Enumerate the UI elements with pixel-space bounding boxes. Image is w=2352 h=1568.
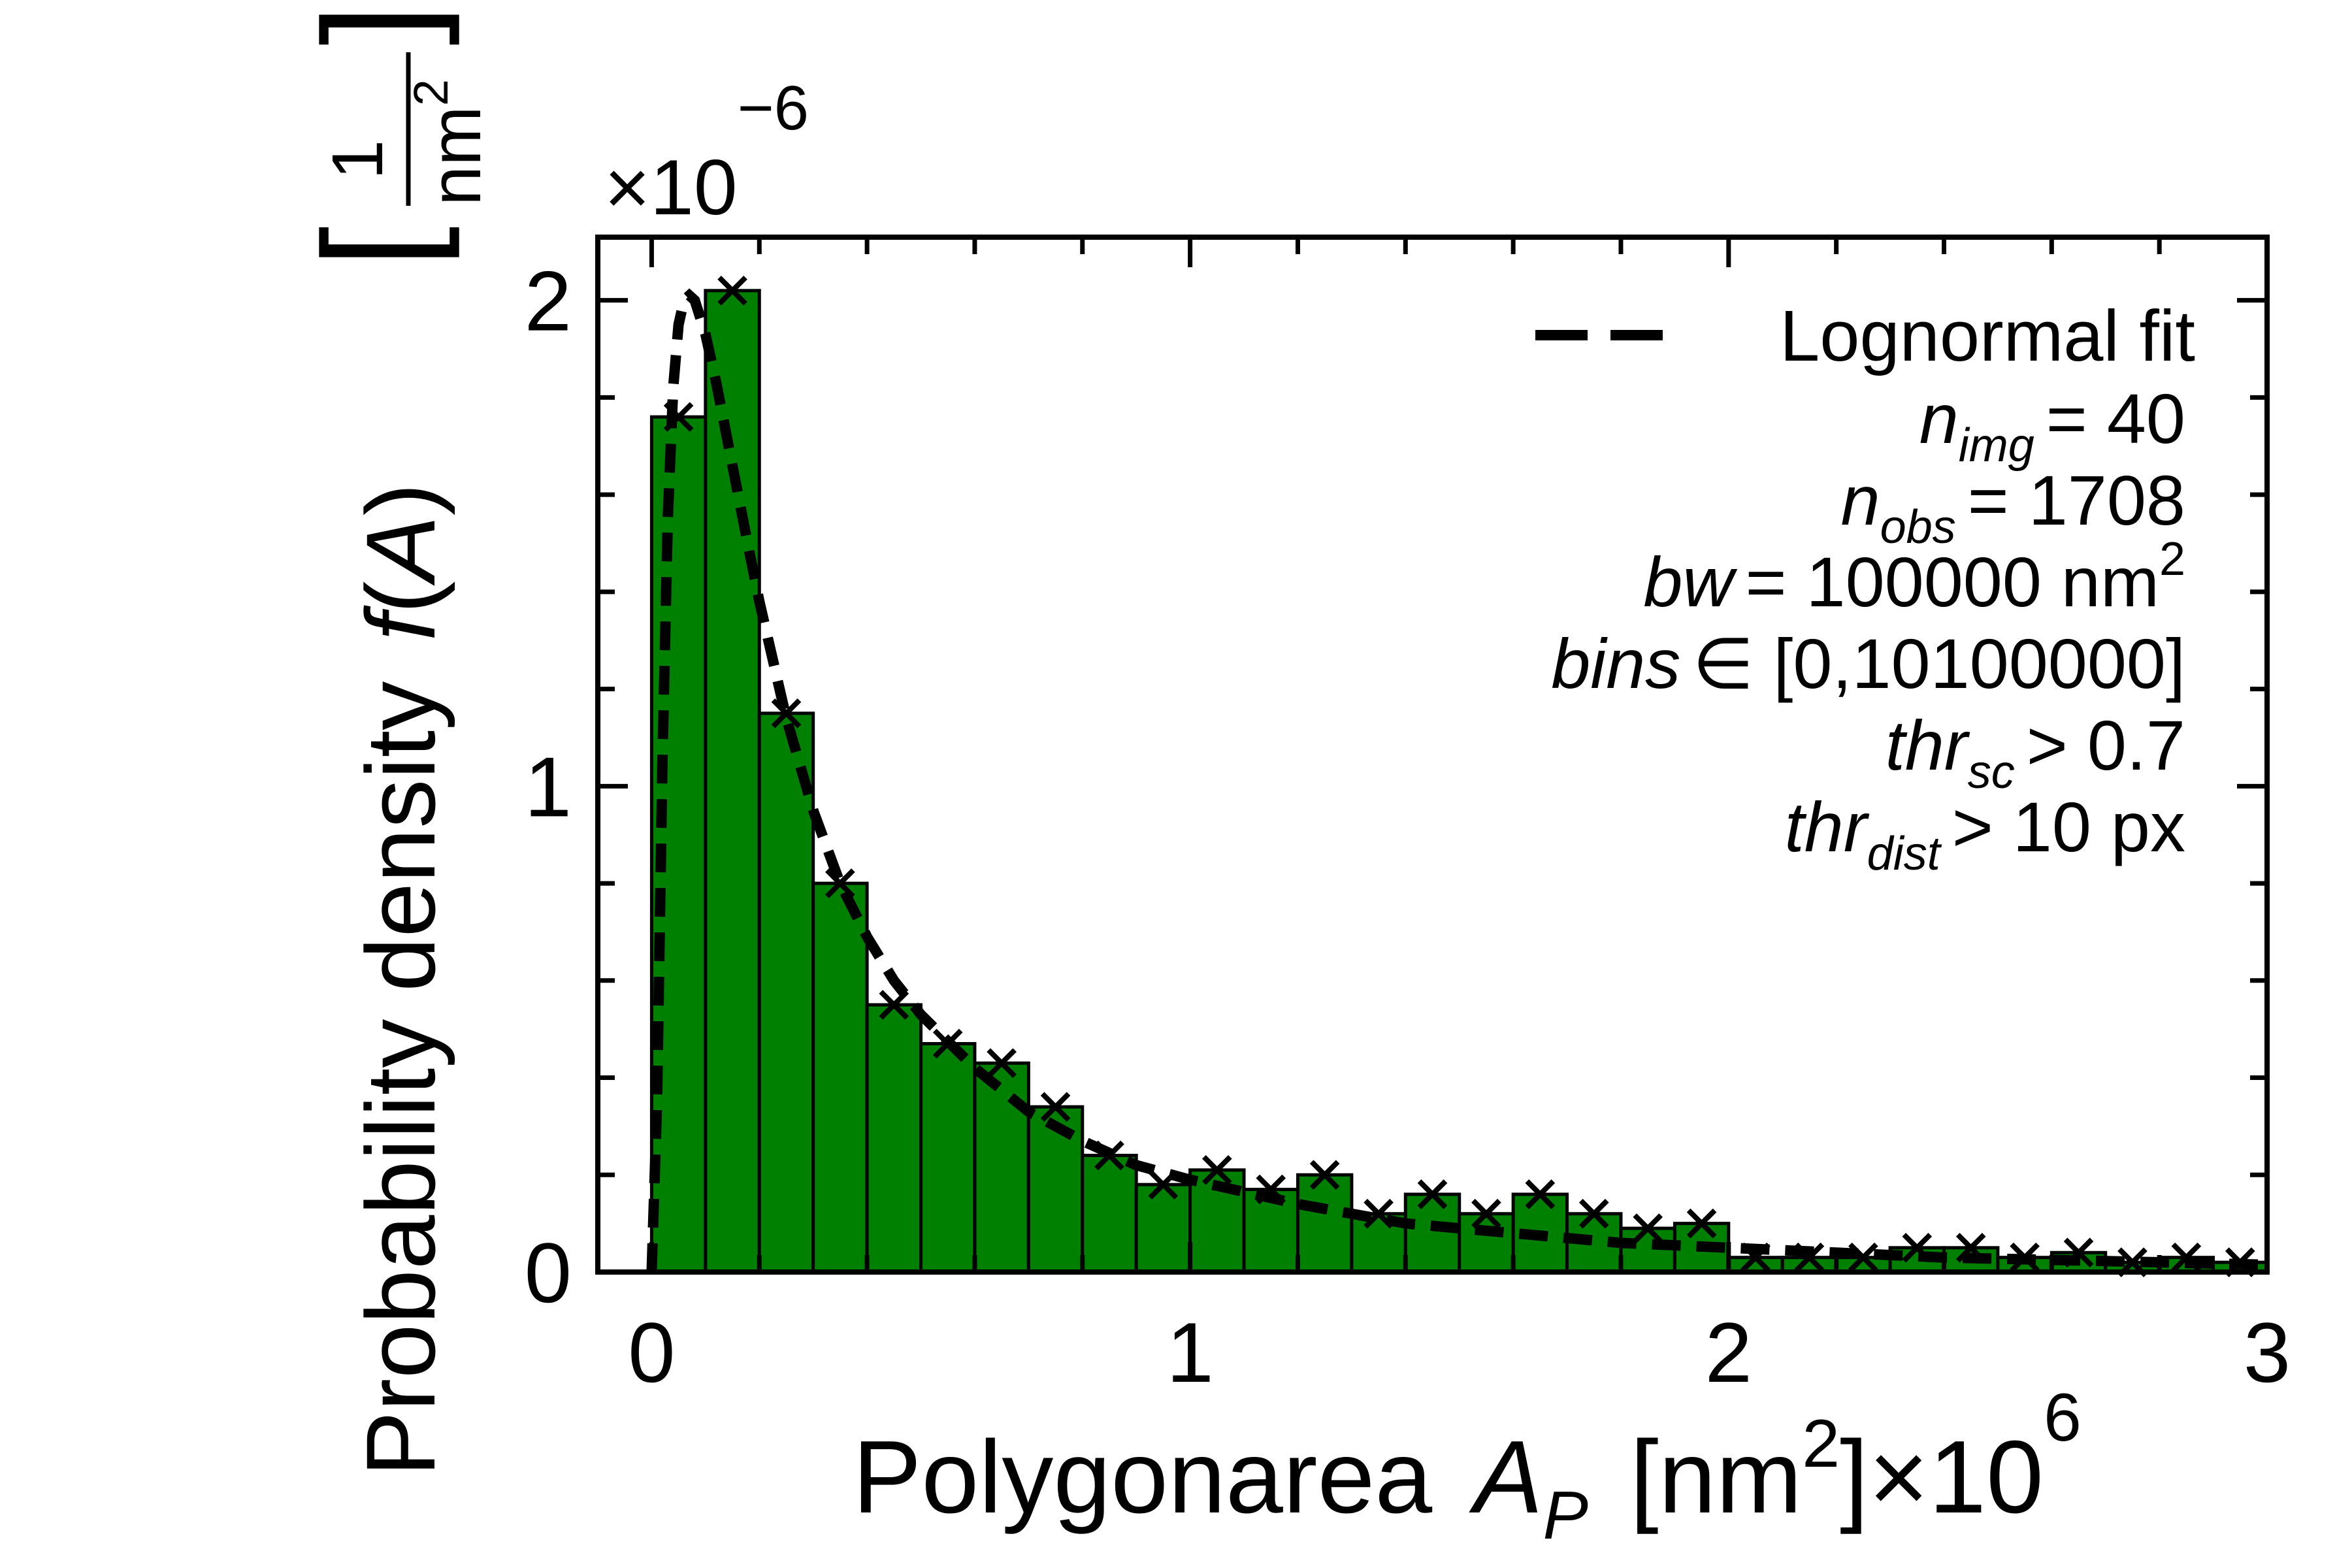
histogram-bar [1458, 1212, 1515, 1274]
bin-marker [1686, 1208, 1717, 1239]
y-tick-label: 0 [525, 1225, 572, 1320]
y-tick-label: 1 [525, 739, 572, 834]
bin-marker [771, 698, 802, 728]
y-offset-label: ×10−6 [604, 73, 809, 231]
y-tick-label: 2 [525, 253, 572, 349]
info-line: thrdist > 10 px [1785, 787, 2185, 880]
histogram-bar [1296, 1173, 1354, 1274]
histogram-bar [1134, 1183, 1192, 1274]
info-line: thrsc > 0.7 [1886, 706, 2185, 798]
lognormal-fit-line [646, 288, 2268, 1273]
bin-marker [1471, 1198, 1501, 1229]
plot-frame [595, 235, 2270, 1275]
bin-marker [1578, 1198, 1609, 1229]
histogram-bar [1081, 1154, 1138, 1274]
x-tick-label: 2 [1705, 1305, 1752, 1400]
info-line: nobs = 1708 [1840, 461, 2185, 553]
x-tick-label: 3 [2244, 1305, 2291, 1400]
bin-marker [1309, 1160, 1340, 1190]
legend-entry-label: Lognormal fit [1780, 296, 2195, 376]
info-line: bins ∈ [0,10100000] [1551, 624, 2185, 703]
y-axis-unit-numerator: 1 [318, 140, 398, 180]
legend: Lognormal fit [1535, 296, 2195, 376]
histogram-bar [919, 1041, 977, 1274]
bin-marker [1525, 1179, 1556, 1209]
histogram-bar [865, 1003, 923, 1274]
y-axis-label: Probability density f(A) [ 1 nm2 ] [292, 4, 496, 1477]
bin-marker [1417, 1179, 1448, 1209]
x-tick-label: 1 [1166, 1305, 1213, 1400]
info-line: nimg = 40 [1919, 379, 2185, 472]
bin-marker [1201, 1155, 1232, 1185]
histogram-bar [1403, 1192, 1462, 1274]
histogram-bar [757, 711, 815, 1274]
bin-marker [717, 275, 747, 306]
svg-text:Probability density f(A): Probability density f(A) [346, 483, 455, 1477]
axis-ticks [598, 237, 2270, 1275]
histogram-bar [704, 289, 761, 1274]
tick-labels: 0 1 2 3 0 1 2 [525, 253, 2291, 1400]
bin-marker [1040, 1092, 1071, 1122]
bin-marker [879, 990, 909, 1020]
x-axis-label: Polygonarea AP [nm2]×106 [853, 1380, 2082, 1561]
histogram-bar [1026, 1105, 1085, 1274]
y-axis-unit-denominator: nm2 [404, 79, 496, 206]
y-axis-unit-bracket-left: [ [292, 226, 460, 268]
histogram-bar [811, 881, 869, 1274]
x-tick-label: 0 [628, 1305, 675, 1400]
y-axis-unit-bracket-right: ] [292, 4, 460, 46]
bin-marker [1633, 1213, 1663, 1243]
bin-marker [987, 1048, 1017, 1079]
histogram-bar [973, 1061, 1030, 1274]
info-line: bw = 100000 nm2 [1643, 533, 2185, 621]
